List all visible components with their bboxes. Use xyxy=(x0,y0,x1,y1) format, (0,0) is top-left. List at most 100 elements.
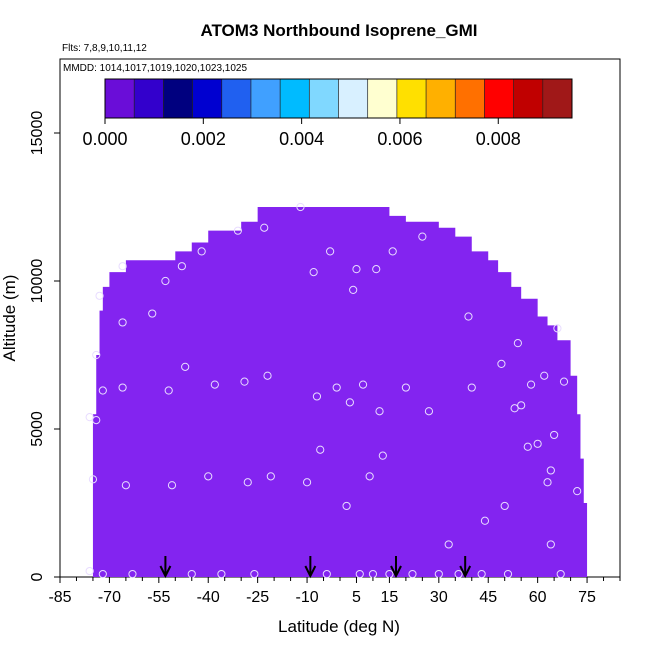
colorbar-segment xyxy=(426,79,456,118)
observation-point xyxy=(523,442,532,451)
observation-point xyxy=(517,401,526,410)
observation-point xyxy=(559,377,569,386)
observation-point xyxy=(92,416,101,425)
observation-layer xyxy=(85,202,582,579)
x-tick-label: 15 xyxy=(381,589,399,606)
colorbar-segment xyxy=(192,79,223,118)
observation-point xyxy=(401,383,410,392)
observation-point xyxy=(546,466,555,475)
observation-point xyxy=(322,569,331,579)
observation-point xyxy=(497,359,506,368)
chart-title: ATOM3 Northbound Isoprene_GMI xyxy=(200,21,477,40)
observation-point xyxy=(263,371,272,380)
colorbar: 0.000 0.002 0.004 0.006 0.008 xyxy=(82,78,573,149)
observation-point xyxy=(118,383,127,392)
colorbar-segment xyxy=(513,79,544,118)
observation-point xyxy=(345,398,354,407)
colorbar-segment xyxy=(338,79,369,118)
x-tick-label: -70 xyxy=(98,589,121,606)
colorbar-segment xyxy=(367,79,398,118)
observation-point xyxy=(161,276,170,286)
colorbar-segment xyxy=(396,79,427,118)
observation-point xyxy=(148,309,157,318)
observation-point xyxy=(296,202,305,212)
observation-point xyxy=(309,268,318,277)
observation-point xyxy=(418,232,427,241)
observation-point xyxy=(546,540,555,549)
flight-arrow xyxy=(390,556,402,579)
observation-point xyxy=(316,445,325,454)
observation-point xyxy=(526,380,536,389)
observation-point xyxy=(480,516,490,525)
colorbar-tick-label: 0.008 xyxy=(476,129,521,149)
observation-point xyxy=(424,407,434,416)
observation-point xyxy=(128,569,137,579)
observation-point xyxy=(358,380,368,389)
observation-point xyxy=(326,247,335,256)
colorbar-segment xyxy=(134,79,164,118)
observation-point xyxy=(266,472,275,481)
observation-point xyxy=(477,569,486,579)
y-tick-label: 0 xyxy=(29,572,46,581)
observation-point xyxy=(388,247,397,256)
observation-point xyxy=(260,223,269,232)
colorbar-segment xyxy=(280,79,310,118)
isoprene-field xyxy=(92,207,588,577)
observation-point xyxy=(352,265,361,274)
flight-arrow xyxy=(459,556,472,579)
observation-point xyxy=(349,285,358,294)
y-tick-label: 15000 xyxy=(29,111,46,156)
observation-point xyxy=(375,407,384,416)
observation-point xyxy=(118,318,127,327)
arrow-layer xyxy=(159,556,472,579)
flight-arrow xyxy=(159,556,172,579)
colorbar-segment xyxy=(163,79,194,118)
y-axis: 0 5000 10000 15000 xyxy=(29,111,60,581)
arrow-head xyxy=(459,565,472,579)
observation-point xyxy=(556,569,565,579)
observation-point xyxy=(98,569,107,579)
y-tick-label: 5000 xyxy=(29,411,46,447)
colorbar-segment xyxy=(309,79,339,118)
y-axis-label: Altitude (m) xyxy=(0,275,19,362)
chart-subtitle-dates: MMDD: 1014,1017,1019,1020,1023,1025 xyxy=(63,63,247,74)
observation-point xyxy=(164,386,173,395)
observation-point xyxy=(240,377,249,386)
observation-point xyxy=(513,339,522,348)
x-tick-label: -55 xyxy=(147,589,170,606)
observation-point xyxy=(243,478,252,487)
observation-point xyxy=(233,226,242,235)
x-axis: -85 -70 -55 -40 -25 -10 5 15 30 45 60 75 xyxy=(48,577,621,606)
arrow-head xyxy=(390,565,402,579)
observation-point xyxy=(454,569,463,579)
observation-point xyxy=(88,475,98,484)
observation-point xyxy=(217,569,226,579)
colorbar-segment xyxy=(542,79,573,118)
observation-point xyxy=(85,413,94,422)
colorbar-segment xyxy=(105,79,135,118)
observation-point xyxy=(312,392,322,401)
observation-point xyxy=(250,569,259,579)
x-tick-label: 75 xyxy=(578,589,596,606)
observation-point xyxy=(464,312,473,321)
observation-point xyxy=(550,430,559,440)
observation-point xyxy=(92,350,101,360)
colorbar-segment xyxy=(455,79,485,118)
chart-subtitle-flights: Flts: 7,8,9,10,11,12 xyxy=(62,43,147,54)
observation-point xyxy=(378,451,387,460)
observation-point xyxy=(85,566,94,576)
x-tick-label: 45 xyxy=(479,589,497,606)
observation-point xyxy=(181,362,190,371)
x-axis-label: Latitude (deg N) xyxy=(278,617,400,636)
observation-point xyxy=(98,386,107,395)
x-tick-label: 60 xyxy=(529,589,547,606)
observation-point xyxy=(543,478,552,487)
colorbar-tick-label: 0.004 xyxy=(279,129,324,149)
observation-point xyxy=(302,478,312,487)
colorbar-tick-label: 0.006 xyxy=(377,129,422,149)
observation-point xyxy=(444,540,453,549)
x-tick-label: 30 xyxy=(430,589,448,606)
x-tick-label: -10 xyxy=(295,589,318,606)
observation-point xyxy=(121,481,130,490)
